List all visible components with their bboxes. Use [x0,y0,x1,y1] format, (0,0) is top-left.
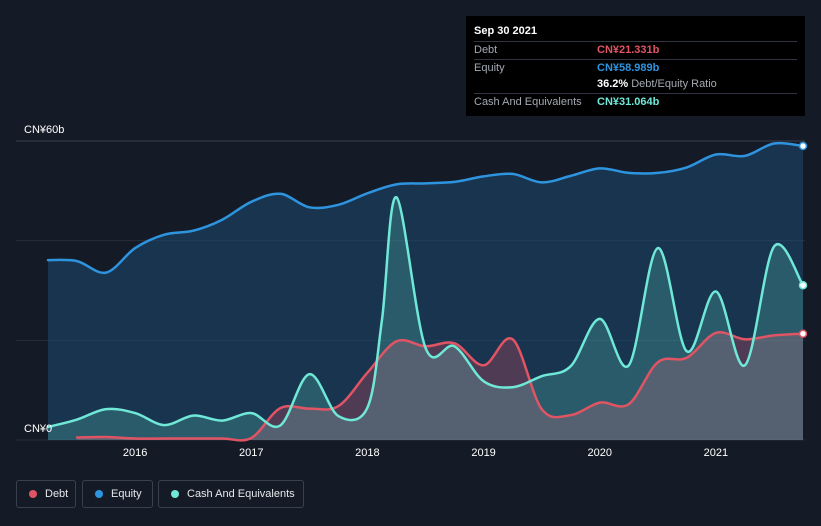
legend-item-equity[interactable]: Equity [82,480,153,508]
x-axis-ticks: 2016 2017 2018 2019 2020 2021 [123,447,728,459]
legend-debt-label: Debt [45,488,69,500]
legend-item-debt[interactable]: Debt [16,480,76,508]
y-axis-label-bottom: CN¥0 [24,423,52,435]
legend-item-cash[interactable]: Cash And Equivalents [158,480,304,508]
tooltip-row-debt: Debt CN¥21.331b [474,41,797,59]
x-tick-label-2018: 2018 [355,447,379,459]
tooltip-ratio-value: 36.2% [597,78,629,90]
chart-lines [46,141,805,442]
cash-area [48,197,803,440]
debt-line [75,331,805,442]
tooltip-row-equity: Equity CN¥58.989b [474,58,797,77]
equity-end-marker [798,141,808,151]
tooltip-ratio-spacer [474,76,597,93]
equity-area [48,143,803,440]
equity-legend-dot [95,490,103,498]
chart-end-markers [798,141,808,338]
chart-areas [48,143,803,441]
tooltip-date: Sep 30 2021 [474,25,537,37]
tooltip-cash-label: Cash And Equivalents [474,95,582,108]
x-tick-label-2019: 2019 [471,447,495,459]
x-tick-label-2021: 2021 [704,447,728,459]
tooltip-equity-label: Equity [474,61,505,74]
tooltip-equity-value: CN¥58.989b [597,61,660,74]
tooltip-row-cash: Cash And Equivalents CN¥31.064b [474,92,797,111]
x-tick-label-2020: 2020 [587,447,611,459]
cash-end-marker [798,280,808,290]
cash-line [46,196,805,429]
debt-end-marker [798,329,808,338]
tooltip-row-ratio: 36.2% Debt/Equity Ratio [474,76,797,93]
x-tick-label-2016: 2016 [123,447,147,459]
tooltip-debt-label: Debt [474,44,498,56]
x-tick-label-2017: 2017 [239,447,263,459]
debt-legend-dot [29,490,37,498]
legend-cash-label: Cash And Equivalents [187,488,295,500]
debt-area [77,332,803,441]
tooltip-debt-value: CN¥21.331b [597,44,660,56]
legend-equity-label: Equity [111,488,142,500]
equity-line [46,141,805,275]
y-axis-label-top: CN¥60b [24,124,64,136]
data-tooltip: Sep 30 2021 Debt CN¥21.331b Equity CN¥58… [466,16,805,116]
cash-legend-dot [171,490,179,498]
tooltip-ratio-label: Debt/Equity Ratio [631,78,717,90]
tooltip-cash-value: CN¥31.064b [597,95,660,108]
